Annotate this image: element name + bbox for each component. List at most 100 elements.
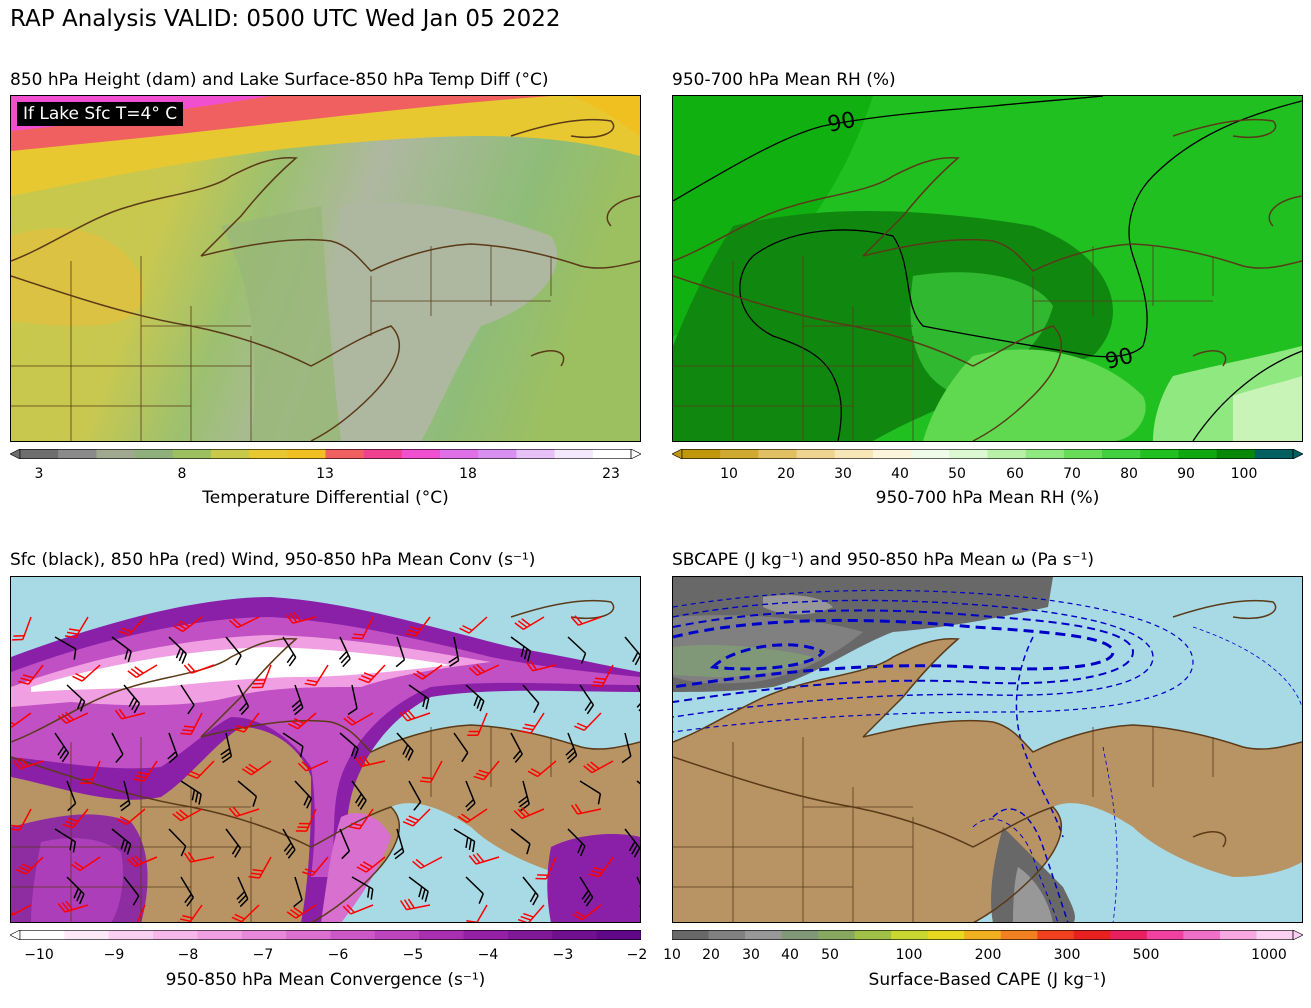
colorbar-tick-label: 30 — [834, 466, 852, 482]
lake-temp-annotation: If Lake Sfc T=4° C — [17, 102, 184, 126]
wind-barb-850 — [399, 709, 431, 722]
panel-title-rh: 950-700 hPa Mean RH (%) — [672, 70, 896, 90]
wind-barb-850 — [343, 712, 374, 726]
colorbar-tick-label: 100 — [1230, 466, 1258, 482]
wind-barb-sfc — [393, 828, 405, 860]
colorbar-swatch — [927, 930, 965, 940]
wind-barb-sfc — [54, 636, 77, 660]
wind-barb-850 — [57, 711, 89, 724]
wind-barb-850 — [514, 616, 545, 631]
wind-barb-sfc — [236, 876, 249, 908]
colorbar-swatch — [363, 449, 403, 459]
wind-barb-850 — [297, 760, 329, 772]
wind-barb-850 — [233, 712, 260, 733]
wind-barb-850 — [419, 760, 443, 783]
wind-barb-sfc — [66, 780, 77, 812]
wind-barb-850 — [64, 616, 89, 639]
colorbar-tick-label: 30 — [742, 947, 760, 963]
colorbar-arrow-left — [10, 449, 21, 459]
colorbar-swatch — [58, 449, 97, 459]
wind-barb-sfc — [123, 876, 140, 906]
wind-barb-850 — [287, 712, 317, 730]
wind-barb-850 — [134, 904, 146, 922]
wind-barb-850 — [404, 616, 431, 637]
colorbar-swatch — [1183, 930, 1221, 940]
colorbar-convergence — [10, 930, 641, 940]
colorbar-swatch — [1110, 930, 1148, 940]
wind-barb-sfc — [123, 684, 141, 714]
wind-barb-sfc — [282, 828, 296, 859]
wind-barb-850 — [15, 856, 44, 875]
wind-barb-sfc — [465, 876, 484, 904]
colorbar-swatch — [781, 930, 819, 940]
colorbar-swatch — [249, 449, 288, 459]
wind-barb-850 — [525, 660, 557, 672]
wind-barb-850 — [285, 612, 317, 624]
colorbar-rh — [672, 449, 1303, 459]
wind-barb-850 — [351, 616, 374, 640]
wind-barb-sfc — [624, 636, 640, 666]
wind-barb-850 — [116, 808, 146, 826]
colorbar-tick-label: 18 — [459, 466, 477, 482]
wind-barb-850 — [295, 808, 317, 832]
wind-barb-850 — [118, 616, 146, 636]
wind-barb-850 — [527, 760, 557, 778]
wind-barb-sfc — [180, 684, 195, 715]
ticks-temp-diff: 3 8 13 18 23 — [10, 466, 641, 486]
colorbar-swatch — [554, 449, 594, 459]
colorbar-tick-label: 10 — [663, 947, 681, 963]
colorbar-tick-label: 20 — [777, 466, 795, 482]
colorbar-swatch — [440, 449, 479, 459]
wind-barb-850 — [228, 806, 260, 818]
wind-barb-sfc — [168, 828, 187, 857]
wind-barb-sfc — [408, 780, 422, 811]
colorbar-temp-diff — [10, 449, 641, 459]
wind-barb-850 — [574, 712, 602, 731]
colorbar-swatch — [1178, 449, 1218, 459]
wind-barb-850 — [358, 664, 386, 684]
wind-barb-850 — [12, 616, 32, 641]
wind-barb-850 — [399, 898, 431, 911]
colorbar-tick-label: −5 — [402, 947, 424, 963]
wind-barb-sfc — [119, 780, 131, 812]
map-panel-cape[interactable] — [672, 576, 1303, 923]
wind-barb-850 — [517, 904, 545, 922]
wind-barb-850 — [228, 616, 260, 629]
colorbar-swatch — [478, 449, 517, 459]
wind-barb-sfc — [339, 828, 351, 860]
colorbar-tick-label: 8 — [177, 466, 187, 482]
wind-barb-sfc — [225, 828, 242, 858]
colorbar-tick-label: 40 — [781, 947, 799, 963]
colorbar-swatch — [20, 930, 65, 940]
colorbar-swatch — [325, 449, 365, 459]
colorbar-tick-label: 1000 — [1251, 947, 1287, 963]
wind-barb-sfc — [510, 636, 532, 662]
panel-title-cape: SBCAPE (J kg⁻¹) and 950-850 hPa Mean ω (… — [672, 550, 1095, 570]
colorbar-swatch — [987, 449, 1027, 459]
map-panel-convergence[interactable] — [10, 576, 641, 923]
wind-barb-850 — [183, 851, 215, 863]
wind-barb-sfc — [510, 732, 523, 763]
wind-barb-850 — [342, 904, 374, 915]
colorbar-tick-label: −4 — [477, 947, 499, 963]
colorbar-swatch — [374, 930, 420, 940]
map-panel-temp-diff[interactable]: If Lake Sfc T=4° C — [10, 95, 641, 442]
colorbar-tick-label: 50 — [948, 466, 966, 482]
wind-barb-850 — [570, 803, 602, 815]
wind-barb-sfc — [621, 732, 632, 764]
colorbar-swatch — [911, 449, 950, 459]
wind-barb-sfc — [448, 636, 460, 668]
wind-barb-sfc — [579, 684, 595, 715]
colorbar-cape — [672, 930, 1303, 940]
colorbar-arrow-left — [672, 449, 683, 459]
colorbar-tick-label: 23 — [602, 466, 620, 482]
colorbar-swatch — [1037, 930, 1075, 940]
colorbar-swatch — [796, 449, 836, 459]
panel-title-temp-diff: 850 hPa Height (dam) and Lake Surface-85… — [10, 70, 549, 90]
wind-barb-sfc — [66, 876, 85, 905]
wind-barb-850 — [187, 760, 215, 779]
colorbar-tick-label: 500 — [1132, 947, 1160, 963]
wind-barb-sfc — [237, 684, 250, 716]
wind-barb-850 — [468, 663, 500, 676]
map-panel-rh[interactable]: 90 90 — [672, 95, 1303, 442]
